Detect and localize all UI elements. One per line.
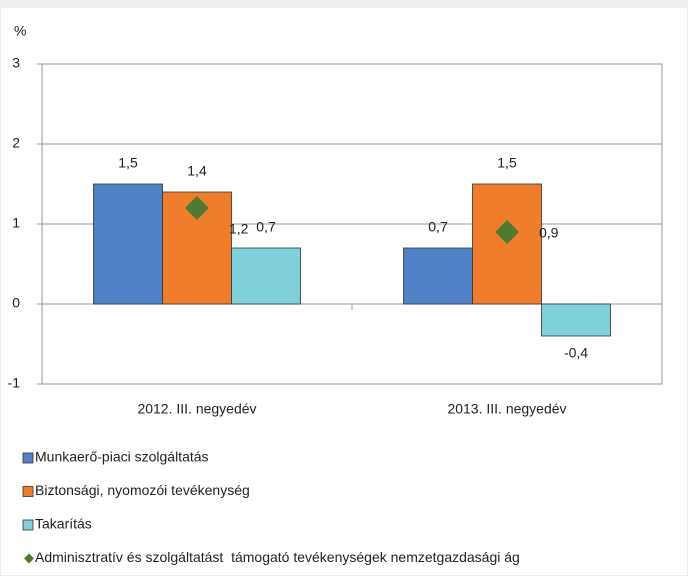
legend-swatch xyxy=(22,519,34,531)
value-label: -0,4 xyxy=(564,345,588,361)
legend-label: Munkaerő-piaci szolgáltatás xyxy=(35,449,209,465)
legend-label: Adminisztratív és szolgáltatást támogató… xyxy=(35,549,520,565)
x-tick-label: 2013. III. negyedév xyxy=(447,401,566,417)
bar xyxy=(93,183,163,305)
bar xyxy=(231,247,301,305)
marker xyxy=(495,220,519,244)
y-tick-label: 2 xyxy=(12,135,20,151)
y-tick-label: 1 xyxy=(12,215,20,231)
marker xyxy=(185,196,209,220)
value-label: 1,2 xyxy=(229,221,249,237)
bar xyxy=(403,247,473,305)
value-label: 0,7 xyxy=(428,219,448,235)
y-axis-label: % xyxy=(14,23,26,39)
y-tick-label: 0 xyxy=(12,295,20,311)
y-tick-label: -1 xyxy=(8,375,21,391)
value-label: 1,5 xyxy=(497,155,517,171)
legend-label: Biztonsági, nyomozói tevékenység xyxy=(35,482,250,498)
legend-swatch xyxy=(22,452,34,464)
value-label: 1,4 xyxy=(187,163,207,179)
x-tick-label: 2012. III. negyedév xyxy=(137,401,256,417)
bar xyxy=(541,303,611,337)
value-label: 1,5 xyxy=(118,155,138,171)
legend-swatch xyxy=(24,553,34,564)
top-strip xyxy=(0,0,688,8)
y-tick-label: 3 xyxy=(12,55,20,71)
legend-label: Takarítás xyxy=(35,516,92,532)
value-label: 0,9 xyxy=(539,225,559,241)
legend-swatch xyxy=(22,486,34,497)
value-label: 0,7 xyxy=(256,219,276,235)
